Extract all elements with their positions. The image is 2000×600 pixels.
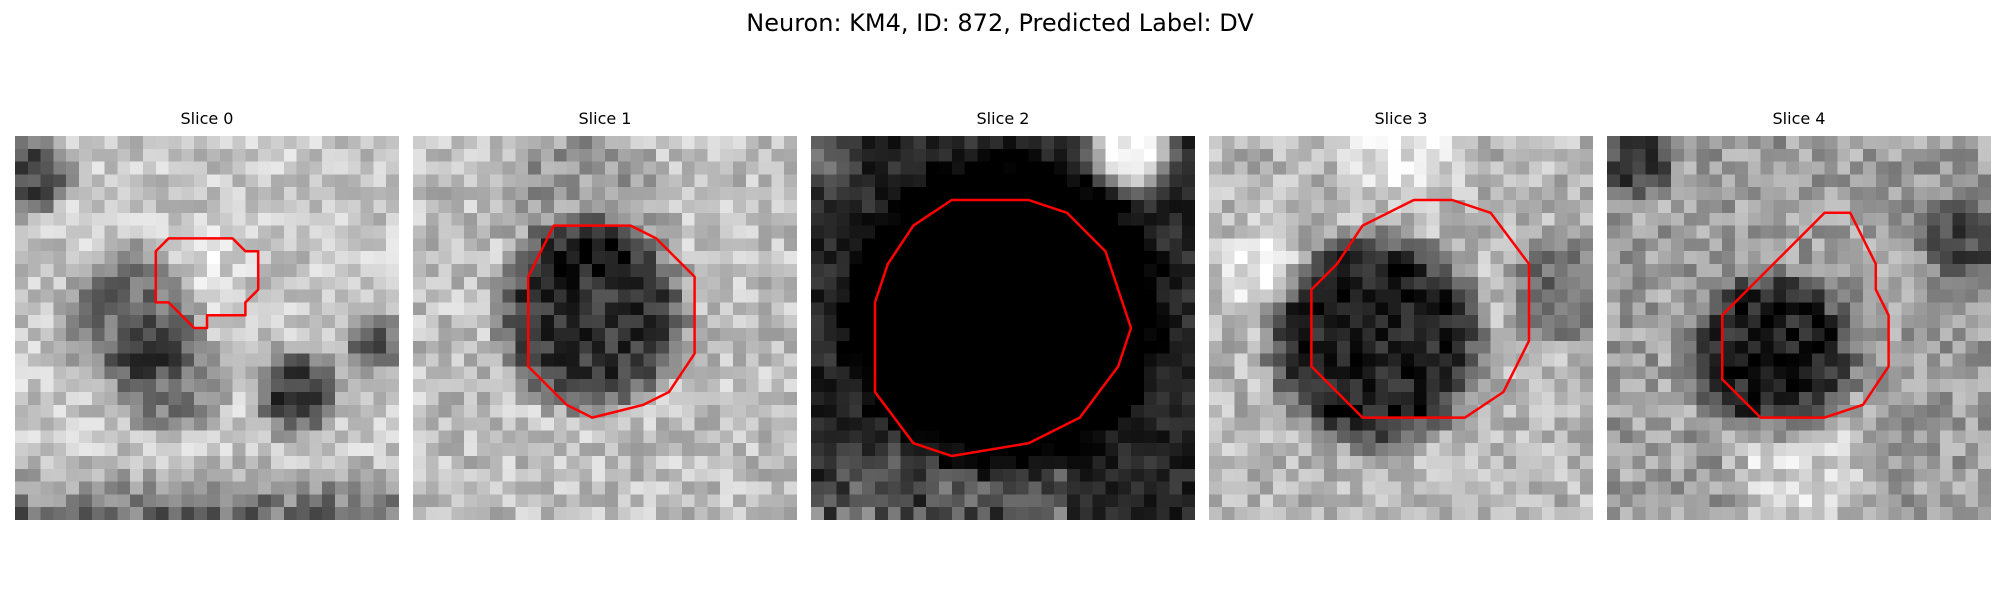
slice-0-image [15, 136, 399, 520]
neuron-contour [526, 224, 696, 419]
slice-4-image [1607, 136, 1991, 520]
slice-4-title: Slice 4 [1772, 109, 1826, 128]
slice-3-title: Slice 3 [1374, 109, 1428, 128]
slice-4-raster [1607, 136, 1991, 520]
pixel-grid [1607, 136, 1991, 520]
slice-1-raster [413, 136, 797, 520]
slice-1-title: Slice 1 [578, 109, 632, 128]
slice-3-raster [1209, 136, 1593, 520]
slice-1-image [413, 136, 797, 520]
slice-2-image [811, 136, 1195, 520]
neuron-contour [1720, 211, 1890, 419]
slice-panel-2: Slice 2 [811, 108, 1195, 520]
pixel-grid [1209, 136, 1593, 520]
slice-panel-4: Slice 4 [1607, 108, 1991, 520]
slice-2-title: Slice 2 [976, 109, 1030, 128]
slice-0-raster [15, 136, 399, 520]
slice-panel-0: Slice 0 [15, 108, 399, 520]
slice-0-title: Slice 0 [180, 109, 234, 128]
slice-panel-3: Slice 3 [1209, 108, 1593, 520]
pixel-grid [811, 136, 1195, 520]
slice-3-image [1209, 136, 1593, 520]
slice-2-raster [811, 136, 1195, 520]
neuron-contour [1310, 198, 1531, 419]
neuron-contour [154, 237, 260, 330]
neuron-contour [873, 198, 1133, 458]
figure-title: Neuron: KM4, ID: 872, Predicted Label: D… [746, 9, 1254, 37]
slice-panel-1: Slice 1 [413, 108, 797, 520]
pixel-grid [413, 136, 797, 520]
pixel-grid [15, 136, 399, 520]
